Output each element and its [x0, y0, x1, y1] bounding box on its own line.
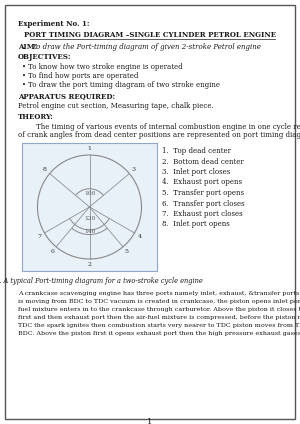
Text: TDC the spark ignites then combustion starts very nearer to TDC piston moves fro: TDC the spark ignites then combustion st…	[18, 323, 300, 328]
Text: is moving from BDC to TDC vacuum is created in crankcase, the piston opens inlet: is moving from BDC to TDC vacuum is crea…	[18, 299, 300, 304]
Text: A crankcase scavenging engine has three ports namely inlet, exhaust, &transfer p: A crankcase scavenging engine has three …	[18, 291, 300, 296]
Text: To know how two stroke engine is operated: To know how two stroke engine is operate…	[28, 63, 183, 71]
Text: To draw the port timing diagram of two stroke engine: To draw the port timing diagram of two s…	[28, 81, 220, 89]
Text: 2: 2	[88, 262, 92, 268]
Text: 4.  Exhaust port opens: 4. Exhaust port opens	[162, 179, 242, 187]
Text: OBJECTIVES:: OBJECTIVES:	[18, 53, 71, 61]
Text: To find how ports are operated: To find how ports are operated	[28, 72, 138, 80]
Text: 3.  Inlet port closes: 3. Inlet port closes	[162, 168, 230, 176]
Text: 6.  Transfer port closes: 6. Transfer port closes	[162, 200, 244, 207]
Text: 8: 8	[43, 167, 47, 172]
Text: BDC. Above the piston first it opens exhaust port then the high pressure exhaust: BDC. Above the piston first it opens exh…	[18, 331, 300, 336]
Text: 5.  Transfer port opens: 5. Transfer port opens	[162, 189, 244, 197]
Text: of crank angles from dead center positions are represented on port timing diagra: of crank angles from dead center positio…	[18, 131, 300, 139]
FancyBboxPatch shape	[22, 143, 157, 271]
Text: Experiment No. 1:: Experiment No. 1:	[18, 20, 89, 28]
Text: 1: 1	[147, 418, 153, 424]
Text: •: •	[22, 72, 26, 80]
Text: 1: 1	[88, 147, 92, 151]
FancyBboxPatch shape	[5, 5, 295, 419]
Text: 1.  Top dead center: 1. Top dead center	[162, 147, 231, 155]
Text: PORT TIMING DIAGRAM –SINGLE CYLINDER PETROL ENGINE: PORT TIMING DIAGRAM –SINGLE CYLINDER PET…	[24, 31, 276, 39]
Text: 7.  Exhaust port closes: 7. Exhaust port closes	[162, 210, 243, 218]
Text: 120: 120	[84, 216, 95, 221]
Text: The timing of various events of internal combustion engine in one cycle referred: The timing of various events of internal…	[18, 123, 300, 131]
Text: fuel mixture enters in to the crankcase through carburetor. Above the piston it : fuel mixture enters in to the crankcase …	[18, 307, 300, 312]
Text: APPARATUS REQUIRED:: APPARATUS REQUIRED:	[18, 92, 115, 100]
Text: 5: 5	[125, 249, 129, 254]
Text: 6: 6	[50, 249, 54, 254]
Text: To draw the Port-timing diagram of given 2-stroke Petrol engine: To draw the Port-timing diagram of given…	[32, 43, 261, 51]
Text: first and then exhaust port then the air-fuel mixture is compressed, before the : first and then exhaust port then the air…	[18, 315, 300, 320]
Text: 7: 7	[37, 234, 41, 238]
Text: 4: 4	[138, 234, 142, 238]
Text: •: •	[22, 63, 26, 71]
Text: AIM:: AIM:	[18, 43, 37, 51]
Text: 8.  Inlet port opens: 8. Inlet port opens	[162, 220, 230, 229]
Text: Figure. A typical Port-timing diagram for a two-stroke cycle engine: Figure. A typical Port-timing diagram fo…	[0, 277, 203, 285]
Text: •: •	[22, 81, 26, 89]
Text: 100: 100	[84, 191, 95, 196]
Text: 3: 3	[132, 167, 136, 172]
Text: THEORY:: THEORY:	[18, 113, 54, 121]
Text: 2.  Bottom dead center: 2. Bottom dead center	[162, 157, 244, 165]
Text: Petrol engine cut section, Measuring tape, chalk piece.: Petrol engine cut section, Measuring tap…	[18, 102, 214, 110]
Text: 140: 140	[84, 229, 95, 234]
